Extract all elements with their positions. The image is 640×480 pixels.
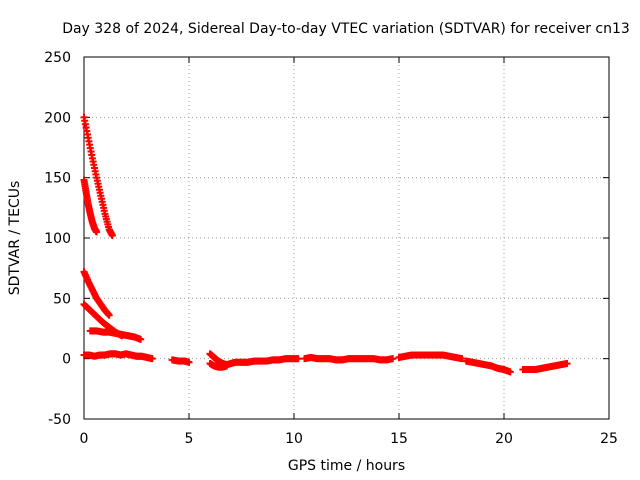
plot-frame (83, 56, 610, 420)
data-point (108, 232, 116, 240)
x-tick-label: 25 (600, 431, 618, 447)
x-tick-label: 10 (285, 431, 303, 447)
chart-title: Day 328 of 2024, Sidereal Day-to-day VTE… (62, 21, 630, 37)
data-point (458, 355, 466, 363)
data-point (223, 362, 231, 370)
series-track-k (395, 351, 466, 363)
data-point (148, 355, 156, 363)
series-track-j (301, 353, 397, 364)
series-track-m (519, 359, 571, 374)
series-track-h (206, 350, 302, 369)
y-tick-label: 150 (44, 171, 71, 187)
series-track-f (80, 350, 156, 363)
x-tick-label: 15 (390, 431, 408, 447)
y-tick-label: 0 (62, 352, 71, 368)
x-tick-label: 5 (185, 431, 194, 447)
data-point (185, 358, 193, 366)
x-tick-label: 20 (495, 431, 513, 447)
data-point (294, 355, 302, 363)
y-tick-label: 100 (44, 231, 71, 247)
data-point (93, 228, 101, 236)
series-track-c (80, 268, 113, 319)
series-track-a (80, 113, 116, 240)
data-point (506, 368, 514, 376)
data-point (105, 311, 113, 319)
series-track-b (80, 176, 101, 236)
data-point (563, 359, 571, 367)
series-track-i (206, 359, 231, 371)
y-tick-label: 50 (53, 291, 71, 307)
data-point (389, 355, 397, 363)
data-point (137, 335, 145, 343)
grid (84, 57, 609, 419)
y-tick-label: 250 (44, 50, 71, 66)
y-axis-label: SDTVAR / TECUs (7, 181, 23, 296)
series-track-l (462, 357, 514, 376)
series-track-g (168, 356, 193, 366)
y-tick-label: -50 (48, 412, 71, 428)
series-track-e (86, 327, 145, 343)
data-series (80, 113, 571, 376)
x-axis-label: GPS time / hours (288, 458, 405, 474)
x-tick-label: 0 (80, 431, 89, 447)
y-tick-label: 200 (44, 110, 71, 126)
